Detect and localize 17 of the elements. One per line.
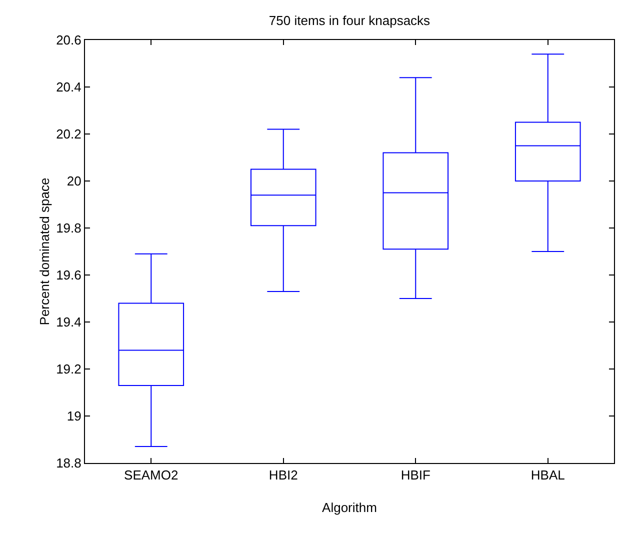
y-tick-label: 20.6: [56, 32, 82, 48]
y-axis-title: Percent dominated space: [37, 178, 52, 326]
y-tick-label: 19.8: [56, 220, 82, 236]
y-tick-label: 18.8: [56, 456, 82, 471]
y-tick-label: 19: [66, 408, 82, 424]
y-tick-label: 20: [66, 174, 82, 189]
x-tick-label: SEAMO2: [124, 468, 178, 483]
x-tick-label: HBAL: [530, 468, 565, 483]
chart-title: 750 items in four knapsacks: [268, 13, 431, 28]
y-tick-label: 20.2: [56, 126, 82, 142]
y-tick-label: 20.4: [56, 80, 82, 95]
x-tick-label: HBI2: [268, 468, 298, 483]
y-tick-label: 19.2: [56, 362, 82, 377]
y-tick-label: 19.4: [56, 314, 82, 330]
x-axis-title: Algorithm: [322, 500, 377, 515]
y-tick-label: 19.6: [56, 268, 82, 283]
x-tick-label: HBIF: [400, 468, 430, 483]
